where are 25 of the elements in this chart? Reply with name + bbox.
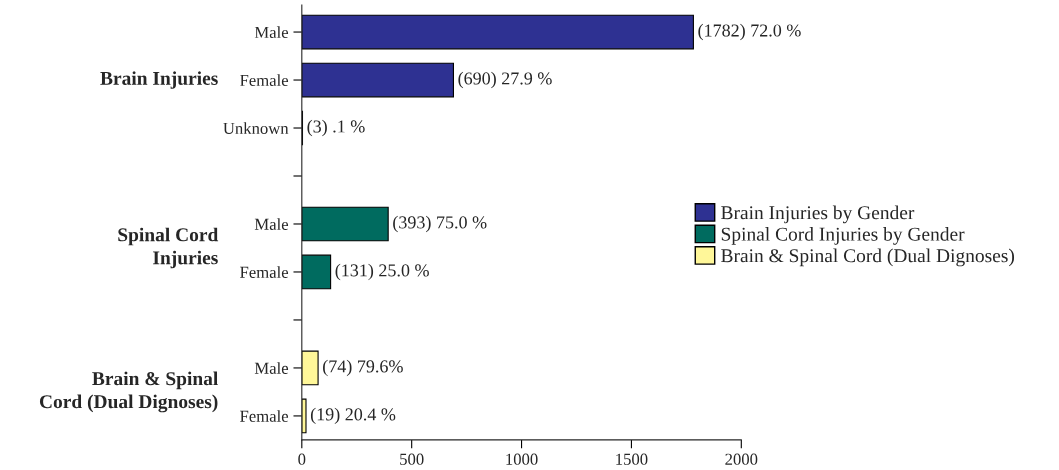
- legend-label: Spinal Cord Injuries by Gender: [721, 227, 965, 245]
- data-label: (393) 75.0 %: [393, 215, 487, 233]
- data-label: (3) .1 %: [307, 119, 365, 137]
- data-label: (131) 25.0 %: [335, 263, 429, 281]
- y-tick-label: Male: [254, 362, 289, 374]
- x-tick-label: 2000: [725, 453, 758, 465]
- y-tick-label: Unknown: [223, 122, 289, 134]
- x-tick-label: 500: [400, 453, 424, 465]
- x-tick-label: 1500: [616, 453, 648, 465]
- data-label: (19) 20.4 %: [310, 407, 396, 425]
- text: Brain Injuries: [100, 71, 218, 89]
- data-label: (690) 27.9 %: [458, 71, 552, 89]
- y-tick-label: Male: [254, 26, 289, 38]
- data-label: (1782) 72.0 %: [698, 23, 801, 41]
- x-tick-label: 0: [298, 453, 306, 465]
- data-label: (74) 79.6%: [323, 359, 403, 377]
- y-tick-label: Female: [240, 74, 289, 86]
- text: Spinal Cord Injuries: [118, 227, 219, 269]
- legend-label: Brain & Spinal Cord (Dual Dignoses): [721, 248, 1015, 267]
- y-tick-label: Female: [240, 266, 289, 278]
- text: Brain & Spinal Cord (Dual Dignoses): [39, 371, 218, 413]
- y-tick-label: Female: [240, 410, 289, 422]
- y-tick-label: Male: [254, 218, 289, 230]
- x-tick-label: 1000: [506, 453, 538, 465]
- legend-label: Brain Injuries by Gender: [721, 205, 915, 224]
